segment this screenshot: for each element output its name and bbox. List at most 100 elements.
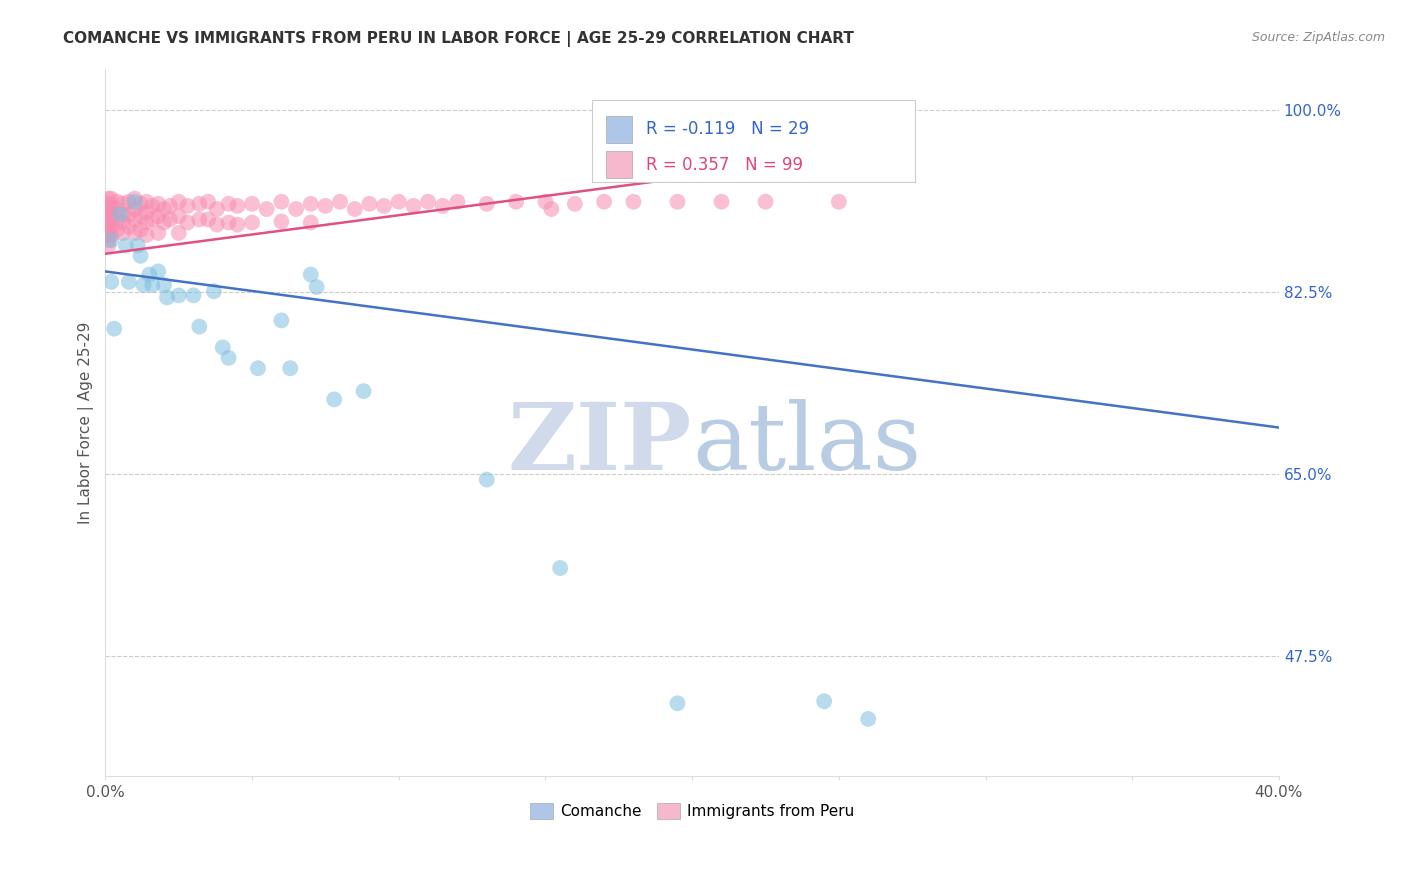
Point [270,214,292,228]
Point [167,209,190,223]
Point [100,233,122,247]
Point [100,199,122,213]
Point [141,199,163,213]
Point [343,202,366,216]
Point [141,212,163,227]
Point [124,192,146,206]
Point [666,696,689,710]
Point [97,223,120,237]
Point [167,194,190,209]
Point [148,196,170,211]
Point [218,196,240,211]
Point [475,473,498,487]
Point [111,196,134,211]
Point [108,207,131,221]
Point [129,209,152,223]
Point [270,194,292,209]
Point [856,712,879,726]
Point [127,238,149,252]
Point [564,196,586,211]
Point [240,215,263,229]
Point [416,194,439,209]
Text: COMANCHE VS IMMIGRANTS FROM PERU IN LABOR FORCE | AGE 25-29 CORRELATION CHART: COMANCHE VS IMMIGRANTS FROM PERU IN LABO… [63,31,855,47]
Text: R = -0.119   N = 29: R = -0.119 N = 29 [647,120,810,138]
Point [124,202,146,216]
Point [176,215,198,229]
Point [167,288,190,302]
Point [97,212,120,227]
Point [129,249,152,263]
Point [100,275,122,289]
Point [534,194,557,209]
Point [256,202,278,216]
Point [135,194,157,209]
Point [105,202,128,216]
Point [118,207,141,221]
Point [129,196,152,211]
Point [183,288,205,302]
Point [828,194,851,209]
Point [97,227,120,242]
FancyBboxPatch shape [606,152,633,178]
Point [97,238,120,252]
Point [124,226,146,240]
Point [188,212,211,227]
Point [97,218,120,232]
Point [593,194,616,209]
Point [299,268,322,282]
Point [432,199,454,213]
Point [111,226,134,240]
Text: R = 0.357   N = 99: R = 0.357 N = 99 [647,156,803,174]
Point [446,194,468,209]
Point [813,694,835,708]
Point [329,194,352,209]
Point [153,277,176,292]
Point [754,194,776,209]
Point [202,284,225,298]
Point [373,199,395,213]
Point [623,194,645,209]
Point [299,196,322,211]
Point [129,223,152,237]
Point [156,290,179,304]
Point [505,194,527,209]
Point [323,392,346,407]
Point [135,205,157,219]
Point [148,264,170,278]
Point [540,202,562,216]
Y-axis label: In Labor Force | Age 25-29: In Labor Force | Age 25-29 [79,321,94,524]
Point [100,192,122,206]
Point [115,238,138,252]
Point [97,192,120,206]
Point [353,384,375,398]
Point [246,361,269,376]
Point [118,275,141,289]
Point [159,212,181,227]
Point [105,194,128,209]
Point [135,215,157,229]
FancyBboxPatch shape [592,101,915,182]
Point [176,199,198,213]
Point [100,219,122,234]
Point [97,196,120,211]
Point [97,207,120,221]
Point [188,196,211,211]
Point [138,268,160,282]
Point [97,233,120,247]
Text: atlas: atlas [692,399,921,489]
Point [135,227,157,242]
Point [159,199,181,213]
Point [205,202,228,216]
Point [666,194,689,209]
Point [305,280,328,294]
Point [211,340,233,354]
Point [359,196,381,211]
Point [388,194,411,209]
Point [118,194,141,209]
Point [141,277,163,292]
Point [475,196,498,211]
Point [103,321,125,335]
Point [153,215,176,229]
Point [100,212,122,227]
Point [226,199,249,213]
